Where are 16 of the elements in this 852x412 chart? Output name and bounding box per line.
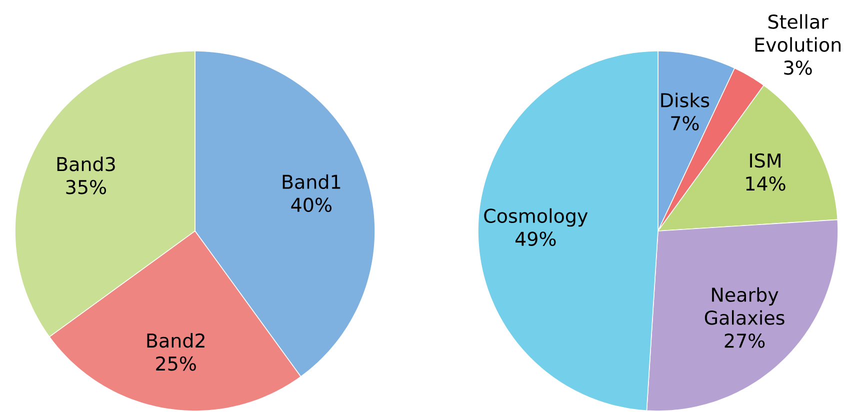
slice-label: Disks — [661, 92, 710, 108]
data-label: 7% — [671, 116, 699, 130]
slice-label: Band1 — [282, 174, 340, 190]
data-label: 3% — [784, 60, 812, 75]
data-label: 40% — [291, 198, 332, 212]
data-label: 35% — [66, 180, 106, 194]
data-label: 49% — [515, 232, 556, 246]
data-label: 27% — [724, 334, 765, 348]
slice-label: Nearby Galaxies — [704, 287, 784, 325]
data-label: 25% — [156, 356, 196, 371]
slice-label: Band3 — [57, 156, 115, 172]
data-label: 14% — [746, 176, 786, 191]
slice-label: Stellar Evolution — [755, 14, 841, 52]
slice-label: ISM — [750, 153, 780, 168]
slice-label: Cosmology — [484, 208, 588, 227]
slice-label: Band2 — [147, 333, 204, 348]
